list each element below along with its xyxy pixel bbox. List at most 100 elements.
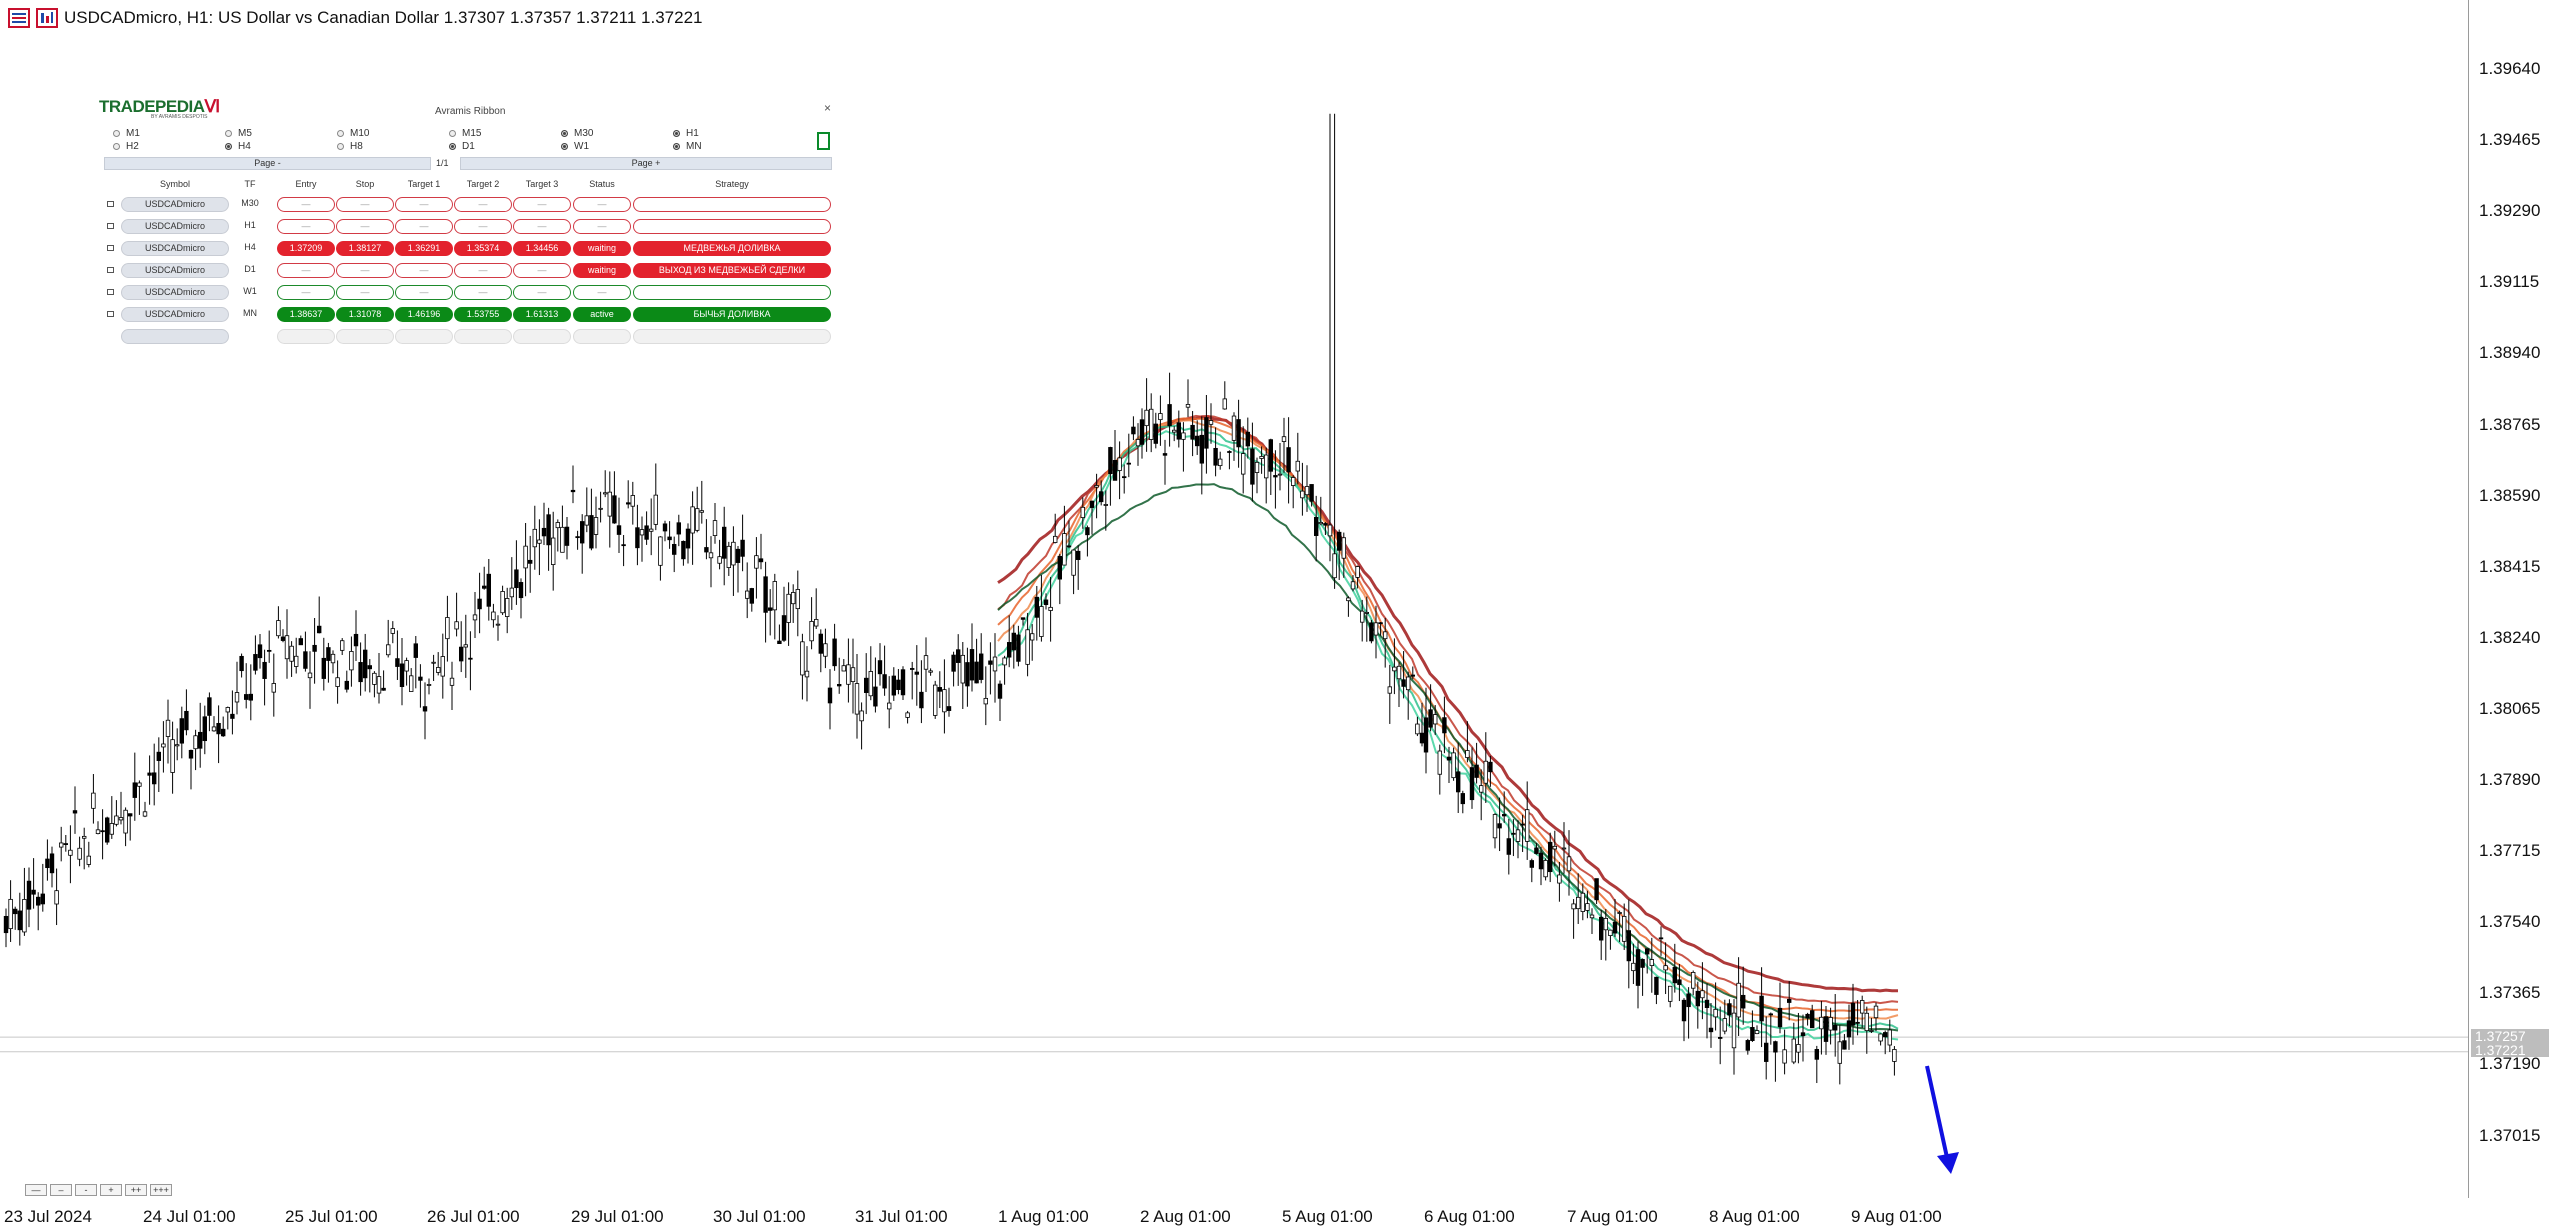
candle-body <box>1566 856 1572 872</box>
candle-body <box>486 573 491 607</box>
candle-body <box>1750 1027 1755 1041</box>
symbol-cell[interactable]: USDCADmicro <box>121 219 229 234</box>
timeframe-option-d1[interactable]: D1 <box>449 141 475 152</box>
row-window-icon[interactable] <box>107 223 114 229</box>
candle-body <box>1016 634 1021 662</box>
candle-body <box>440 656 445 677</box>
row-window-icon[interactable] <box>107 267 114 273</box>
nav-button[interactable]: - <box>75 1184 97 1196</box>
radio-icon[interactable] <box>449 130 456 137</box>
candle-body <box>1122 476 1127 479</box>
chart-properties-icon[interactable] <box>36 8 58 28</box>
symbol-cell[interactable]: USDCADmicro <box>121 263 229 278</box>
candle-body <box>468 657 473 660</box>
logo-subtitle: BY AVRAMIS DESPOTIS <box>151 114 208 120</box>
candle-body <box>1172 429 1177 433</box>
close-icon[interactable]: × <box>824 101 832 115</box>
timeframe-option-m15[interactable]: M15 <box>449 128 481 139</box>
nav-button[interactable]: ++ <box>125 1184 147 1196</box>
candle-body <box>621 544 626 547</box>
candle-body <box>1718 1036 1723 1039</box>
row-window-icon[interactable] <box>107 311 114 317</box>
candle-body <box>284 635 290 660</box>
radio-icon[interactable] <box>673 143 680 150</box>
nav-button[interactable]: + <box>100 1184 122 1196</box>
radio-icon[interactable] <box>561 143 568 150</box>
tf-cell: H4 <box>244 242 256 252</box>
radio-icon[interactable] <box>561 130 568 137</box>
radio-icon[interactable] <box>113 130 120 137</box>
candle-body <box>1364 611 1369 614</box>
nav-button[interactable]: — <box>25 1184 47 1196</box>
symbol-cell[interactable]: USDCADmicro <box>121 241 229 256</box>
row-window-icon[interactable] <box>107 289 114 295</box>
bid-price-tag: 1.37221 <box>2471 1043 2549 1057</box>
candle-body <box>339 640 345 651</box>
timeframe-option-mn[interactable]: MN <box>673 141 702 152</box>
candle-body <box>946 706 952 711</box>
value-cell: — <box>395 285 453 300</box>
candle-body <box>1433 714 1438 725</box>
price-chart[interactable] <box>0 0 2468 1198</box>
column-header: Stop <box>355 179 375 189</box>
candle-body <box>1332 553 1337 579</box>
strategy-cell: БЫЧЬЯ ДОЛИВКА <box>633 307 831 322</box>
candle-body <box>1520 823 1525 826</box>
candle-body <box>1842 1040 1847 1050</box>
candle-body <box>979 653 984 680</box>
value-cell: — <box>513 263 571 278</box>
candle-body <box>1245 431 1250 447</box>
nav-button[interactable]: +++ <box>150 1184 172 1196</box>
candle-body <box>1736 982 1741 1018</box>
candle-body <box>1011 632 1016 651</box>
candle-body <box>17 910 22 931</box>
radio-icon[interactable] <box>113 143 120 150</box>
candle-body <box>896 679 901 690</box>
timeframe-option-h8[interactable]: H8 <box>337 141 363 152</box>
timeframe-option-m5[interactable]: M5 <box>225 128 252 139</box>
symbol-cell[interactable]: USDCADmicro <box>121 307 229 322</box>
candle-body <box>431 661 436 664</box>
ribbon-line-5 <box>997 430 1899 1041</box>
candle-body <box>225 707 230 713</box>
row-window-icon[interactable] <box>107 245 114 251</box>
timeframe-option-h4[interactable]: H4 <box>225 141 251 152</box>
chart-area[interactable] <box>0 0 2469 1198</box>
timeframe-option-h2[interactable]: H2 <box>113 141 139 152</box>
radio-icon[interactable] <box>337 130 344 137</box>
symbol-cell[interactable]: USDCADmicro <box>121 197 229 212</box>
timeframe-option-m10[interactable]: M10 <box>337 128 369 139</box>
radio-icon[interactable] <box>225 130 232 137</box>
strategy-cell: МЕДВЕЖЬЯ ДОЛИВКА <box>633 241 831 256</box>
candle-body <box>951 654 956 672</box>
candle-body <box>477 598 482 610</box>
candle-body <box>846 664 851 685</box>
candle-body <box>1350 581 1356 590</box>
candle-body <box>31 889 36 895</box>
timeframe-option-h1[interactable]: H1 <box>673 128 699 139</box>
radio-icon[interactable] <box>449 143 456 150</box>
timeframe-option-w1[interactable]: W1 <box>561 141 589 152</box>
row-window-icon[interactable] <box>107 201 114 207</box>
candle-body <box>1892 1049 1897 1062</box>
radio-icon[interactable] <box>673 130 680 137</box>
timeframe-option-m30[interactable]: M30 <box>561 128 593 139</box>
candle-body <box>91 792 96 809</box>
symbol-cell[interactable]: USDCADmicro <box>121 285 229 300</box>
candle-body <box>1451 752 1456 779</box>
candle-body <box>1654 976 1659 995</box>
candle-body <box>193 735 198 750</box>
nav-button[interactable]: – <box>50 1184 72 1196</box>
radio-icon[interactable] <box>337 143 344 150</box>
page-prev-button[interactable]: Page - <box>104 157 431 170</box>
price-axis[interactable]: 1.39640 1.39465 1.39290 1.39115 1.38940 1.387… <box>2469 0 2560 1231</box>
candle-body <box>408 675 414 692</box>
radio-icon[interactable] <box>225 143 232 150</box>
candle-body <box>239 655 244 672</box>
candle-body <box>837 683 842 687</box>
candle-body <box>1557 874 1562 884</box>
page-next-button[interactable]: Page + <box>460 157 832 170</box>
timeframe-option-m1[interactable]: M1 <box>113 128 140 139</box>
candle-body <box>1066 545 1072 548</box>
trade-list-icon[interactable] <box>8 8 30 28</box>
